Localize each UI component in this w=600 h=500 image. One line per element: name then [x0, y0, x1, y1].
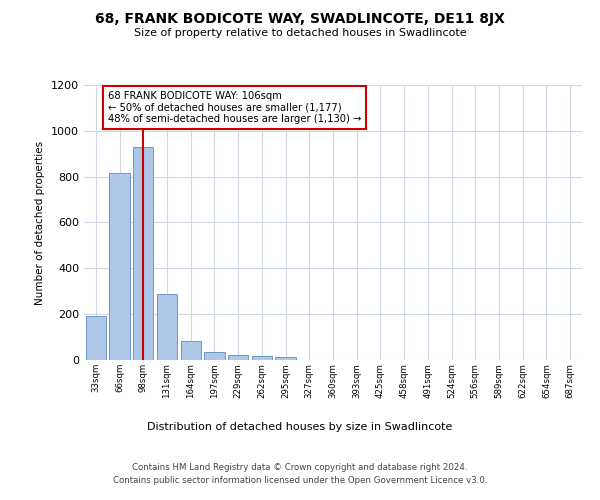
Text: Distribution of detached houses by size in Swadlincote: Distribution of detached houses by size …	[148, 422, 452, 432]
Text: Contains HM Land Registry data © Crown copyright and database right 2024.: Contains HM Land Registry data © Crown c…	[132, 462, 468, 471]
Bar	[205, 352, 224, 360]
Bar	[275, 357, 296, 360]
Bar	[133, 147, 154, 360]
Bar	[252, 356, 272, 360]
Bar	[109, 173, 130, 360]
Bar	[181, 340, 201, 360]
Text: Contains public sector information licensed under the Open Government Licence v3: Contains public sector information licen…	[113, 476, 487, 485]
Y-axis label: Number of detached properties: Number of detached properties	[35, 140, 46, 304]
Text: 68 FRANK BODICOTE WAY: 106sqm
← 50% of detached houses are smaller (1,177)
48% o: 68 FRANK BODICOTE WAY: 106sqm ← 50% of d…	[108, 90, 361, 124]
Text: 68, FRANK BODICOTE WAY, SWADLINCOTE, DE11 8JX: 68, FRANK BODICOTE WAY, SWADLINCOTE, DE1…	[95, 12, 505, 26]
Bar	[228, 356, 248, 360]
Bar	[157, 294, 177, 360]
Bar	[86, 316, 106, 360]
Text: Size of property relative to detached houses in Swadlincote: Size of property relative to detached ho…	[134, 28, 466, 38]
